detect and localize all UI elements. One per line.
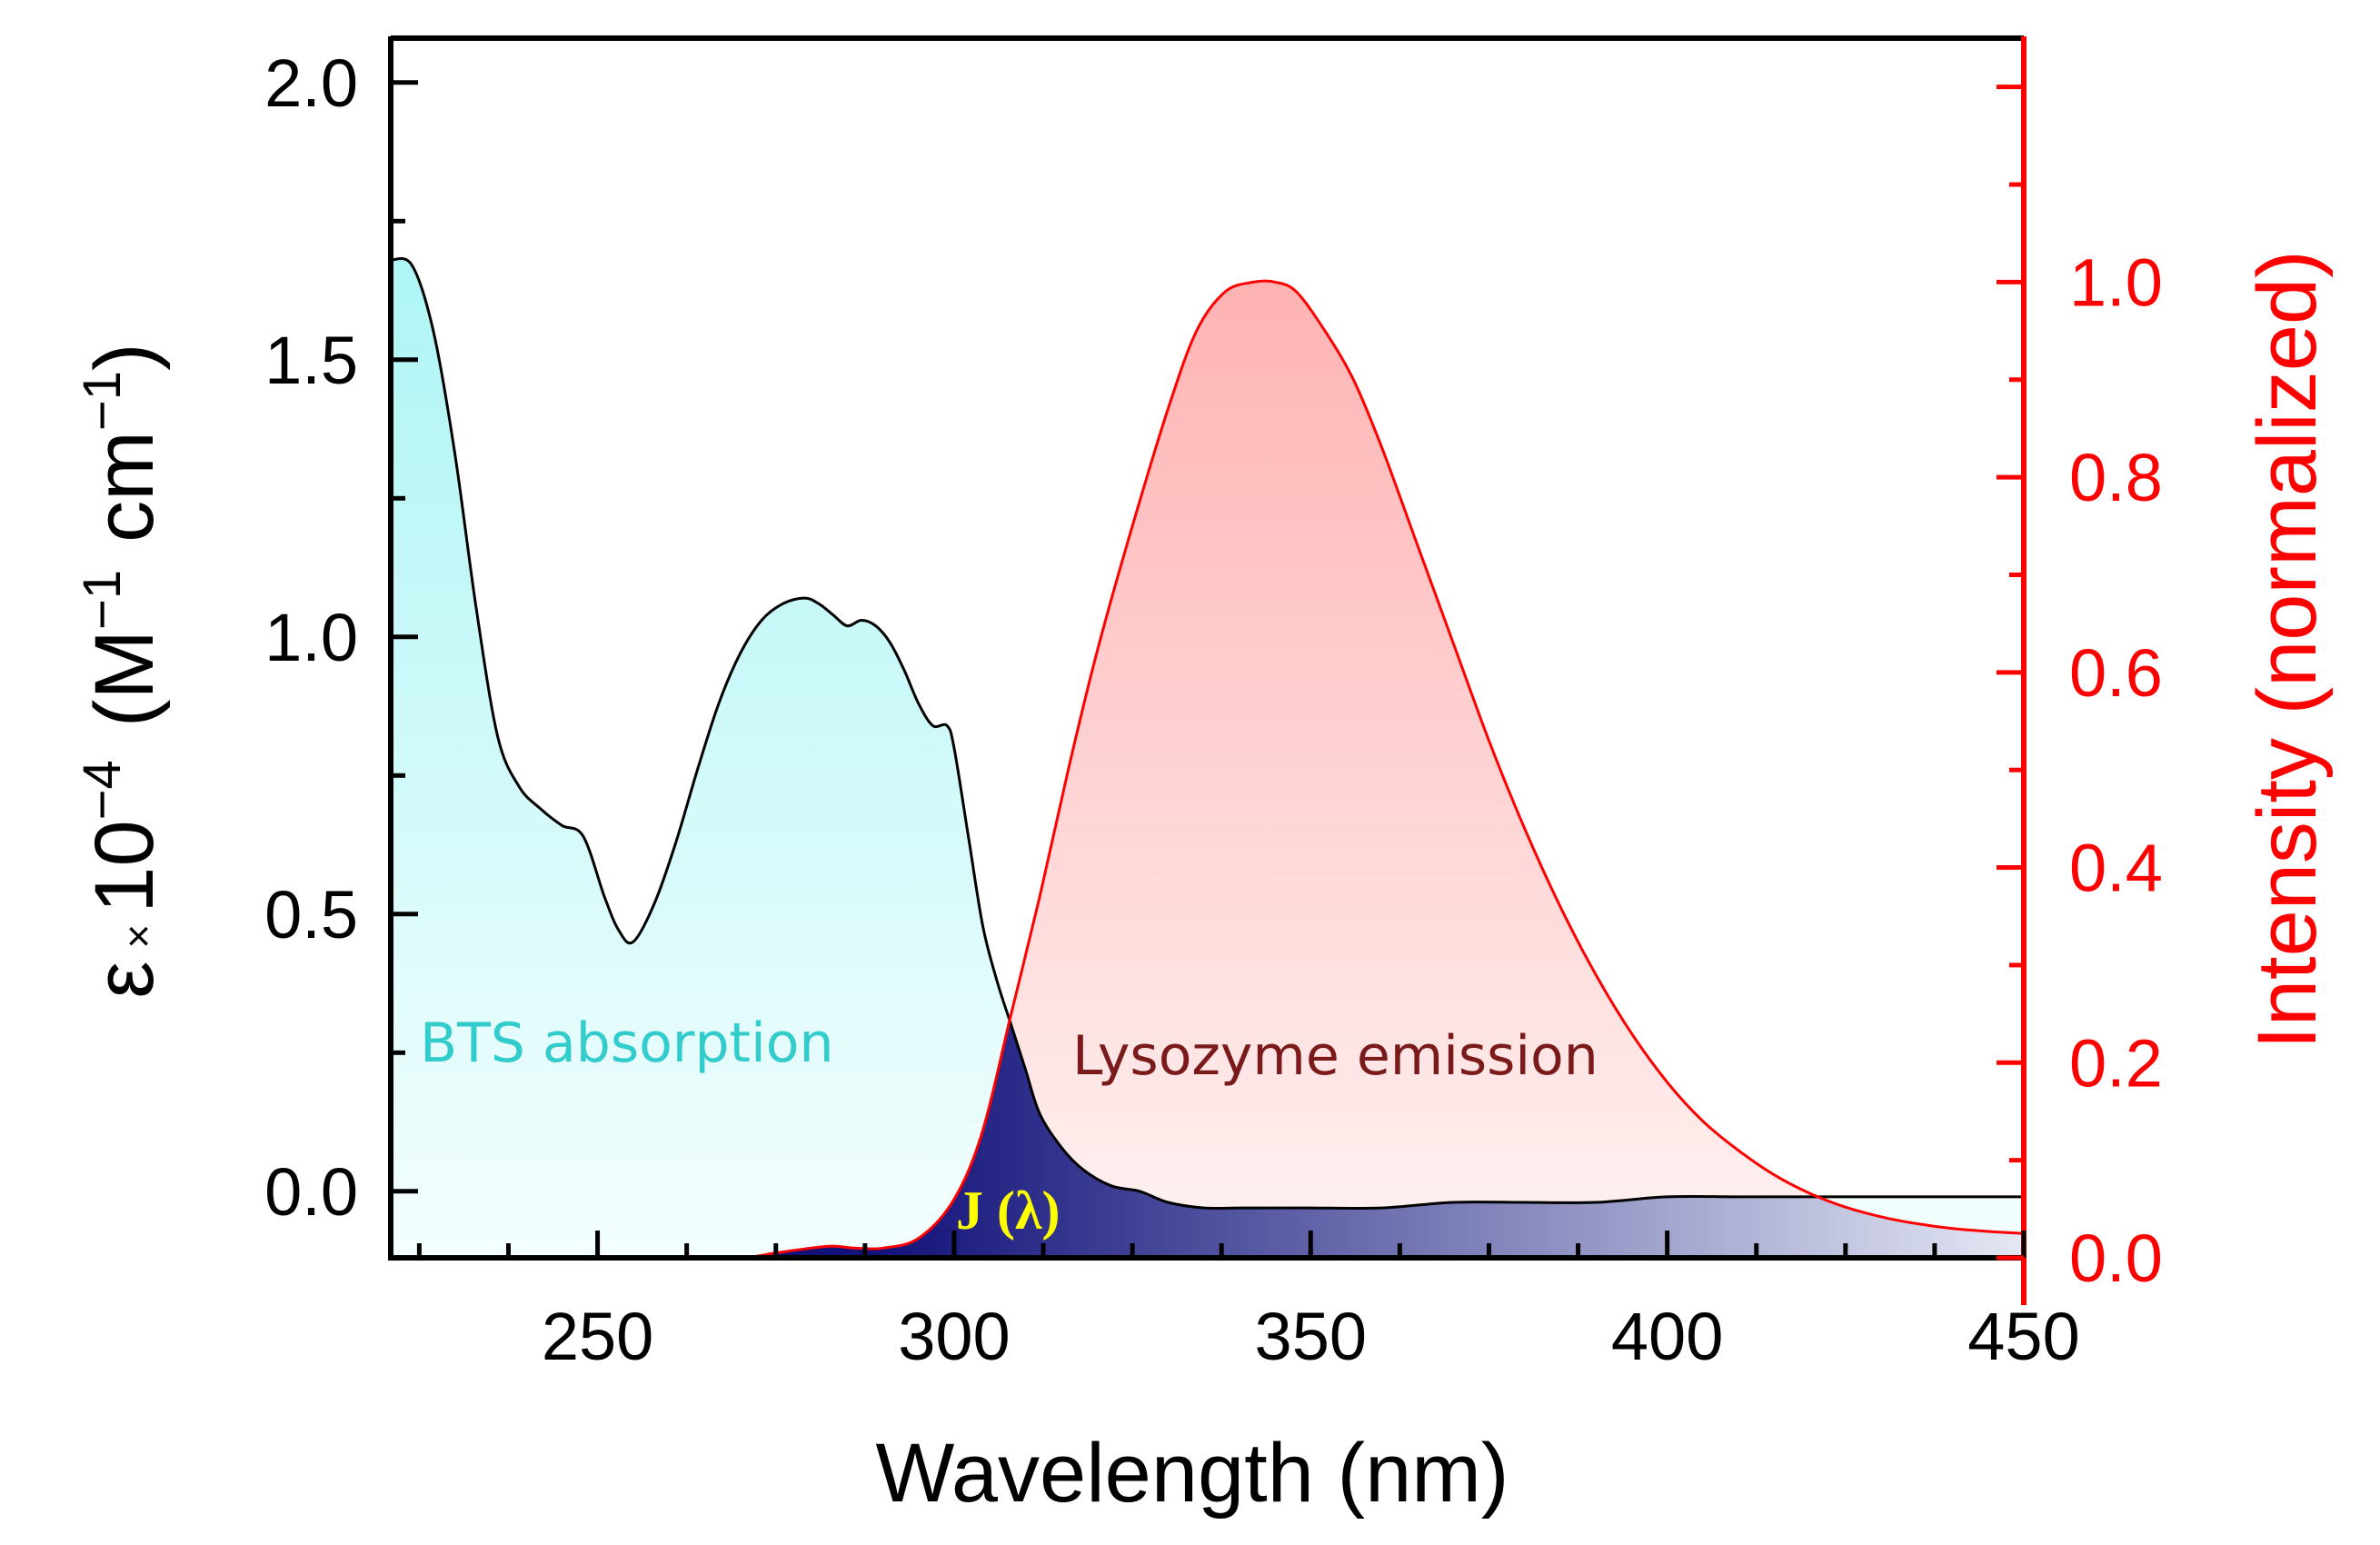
y-left-tick-label: 1.0 — [264, 600, 358, 675]
y-right-tick-label: 0.0 — [2069, 1221, 2163, 1296]
y-left-tick-label: 0.5 — [264, 877, 358, 952]
x-axis-title: Wavelength (nm) — [875, 1427, 1509, 1520]
emission-line — [391, 279, 2024, 1258]
y-right-tick-label: 0.4 — [2069, 831, 2163, 906]
right-axis-title: Intensity (normalized) — [2241, 250, 2334, 1049]
left-axis-title: ε×10−4(M−1cm−1) — [73, 343, 171, 998]
y-right-tick-label: 1.0 — [2069, 244, 2163, 320]
overlap-integral-label: J (λ) — [956, 1181, 1060, 1241]
x-tick-label: 400 — [1611, 1299, 1723, 1374]
y-left-tick-label: 0.0 — [264, 1154, 358, 1230]
y-left-tick-label: 1.5 — [264, 323, 358, 398]
x-tick-label: 350 — [1255, 1299, 1367, 1374]
absorption-line — [391, 256, 2024, 1211]
legend-absorption-label: BTS absorption — [420, 1012, 833, 1075]
legend-emission-label: Lysozyme emission — [1072, 1024, 1598, 1088]
absorption-area — [391, 258, 2024, 1258]
y-right-tick-label: 0.8 — [2069, 440, 2163, 515]
y-right-tick-label: 0.2 — [2069, 1025, 2163, 1101]
y-right-tick-label: 0.6 — [2069, 635, 2163, 711]
x-tick-label: 300 — [898, 1299, 1010, 1374]
x-tick-label: 250 — [542, 1299, 653, 1374]
x-tick-label: 450 — [1967, 1299, 2079, 1374]
emission-area — [391, 281, 2024, 1258]
y-left-tick-label: 2.0 — [264, 45, 358, 121]
